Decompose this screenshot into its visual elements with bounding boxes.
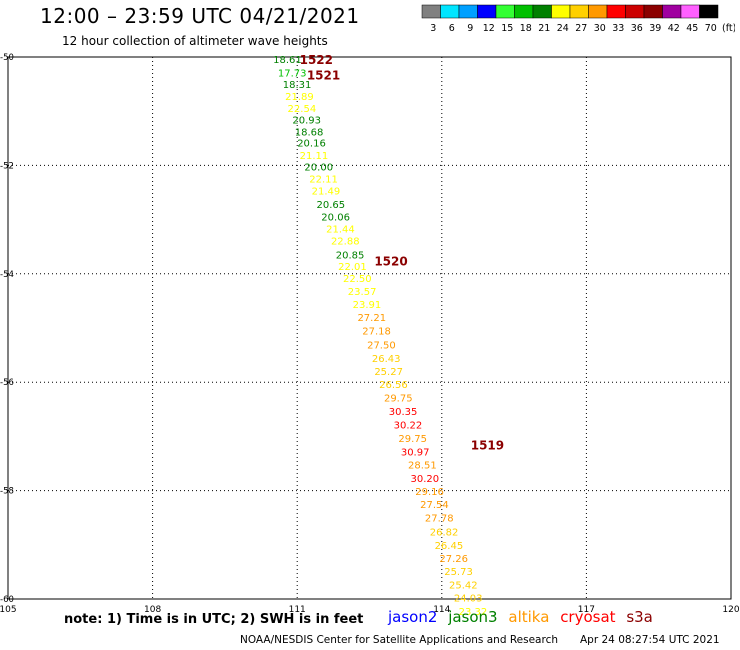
wave-height-label: 21.89 bbox=[285, 92, 314, 103]
wave-height-label: 26.43 bbox=[372, 354, 401, 365]
chart-title: 12:00 – 23:59 UTC 04/21/2021 bbox=[40, 4, 360, 28]
wave-height-label: 24.03 bbox=[454, 593, 483, 604]
wave-height-label: 17.73 bbox=[278, 69, 307, 80]
legend-altika: altika bbox=[508, 608, 550, 626]
x-tick-label: 105 bbox=[0, 605, 17, 615]
wave-height-label: 22.01 bbox=[338, 262, 367, 273]
legend-cryosat: cryosat bbox=[560, 608, 616, 626]
colorbar-tick-label: 45 bbox=[686, 23, 698, 34]
colorbar-tick-label: 21 bbox=[538, 23, 550, 34]
wave-height-label: 20.85 bbox=[336, 250, 365, 261]
wave-height-label: 18.68 bbox=[295, 127, 324, 138]
wave-height-label: 27.78 bbox=[425, 514, 454, 525]
colorbar-tick-label: 70 bbox=[705, 23, 717, 34]
y-tick-label: -58 bbox=[0, 487, 14, 497]
wave-height-label: 29.16 bbox=[415, 487, 444, 498]
credit-text: NOAA/NESDIS Center for Satellite Applica… bbox=[240, 634, 558, 646]
wave-height-label: 25.42 bbox=[449, 580, 478, 591]
wave-height-label: 26.56 bbox=[379, 380, 408, 391]
pass-time-label: 1521 bbox=[307, 68, 340, 82]
color-scale-legend: 3 6 9 12 15 18 21 24 27 30 33 36 39 42 45 70 (ft) bbox=[421, 4, 735, 34]
footnote: note: 1) Time is in UTC; 2) SWH is in fe… bbox=[64, 612, 364, 627]
wave-height-label: 20.16 bbox=[297, 139, 326, 150]
wave-height-label: 18.31 bbox=[283, 80, 312, 91]
x-tick-label: 114 bbox=[433, 605, 450, 615]
pass-time-label: 1520 bbox=[374, 254, 407, 268]
y-tick-label: -52 bbox=[0, 161, 14, 171]
chart-subtitle: 12 hour collection of altimeter wave hei… bbox=[62, 34, 328, 48]
wave-height-label: 30.35 bbox=[389, 407, 418, 418]
wave-height-label: 26.45 bbox=[435, 541, 464, 552]
wave-height-label: 27.54 bbox=[420, 500, 449, 511]
wave-height-label: 21.49 bbox=[312, 186, 341, 197]
wave-height-label: 22.54 bbox=[288, 104, 317, 115]
x-tick-label: 120 bbox=[722, 605, 739, 615]
wave-height-label: 20.65 bbox=[316, 200, 345, 211]
wave-height-label: 28.51 bbox=[408, 461, 437, 472]
colorbar-tick-label: 33 bbox=[612, 23, 624, 34]
wave-height-label: 26.82 bbox=[430, 527, 459, 538]
wave-height-label: 23.32 bbox=[459, 607, 488, 618]
y-tick-label: -54 bbox=[0, 270, 14, 280]
wave-height-label: 22.88 bbox=[331, 237, 360, 248]
colorbar-tick-label: 6 bbox=[449, 23, 455, 34]
x-tick-label: 117 bbox=[578, 605, 595, 615]
colorbar-tick-label: 9 bbox=[467, 23, 473, 34]
colorbar-swatch bbox=[699, 4, 719, 19]
pass-time-label: 1519 bbox=[471, 439, 504, 453]
x-tick-label: 108 bbox=[144, 605, 161, 615]
wave-height-label: 27.26 bbox=[439, 554, 468, 565]
legend-jason3: jason3 bbox=[448, 608, 498, 626]
colorbar-tick-label: 42 bbox=[668, 23, 680, 34]
y-tick-label: -60 bbox=[0, 595, 14, 605]
y-tick-label: -56 bbox=[0, 378, 14, 388]
wave-height-label: 29.75 bbox=[384, 393, 413, 404]
y-tick-label: -50 bbox=[0, 53, 14, 63]
wave-height-label: 23.91 bbox=[353, 300, 382, 311]
generated-timestamp: Apr 24 08:27:54 UTC 2021 bbox=[580, 634, 720, 646]
pass-time-label: 1522 bbox=[300, 53, 333, 67]
colorbar-tick-label: 3 bbox=[430, 23, 436, 34]
wave-height-label: 25.73 bbox=[444, 567, 473, 578]
colorbar-tick-label: 30 bbox=[594, 23, 606, 34]
colorbar-unit-label: (ft) bbox=[722, 23, 735, 34]
wave-height-label: 22.11 bbox=[309, 174, 338, 185]
colorbar-tick-label: 12 bbox=[483, 23, 495, 34]
wave-height-label: 18.61 bbox=[273, 55, 302, 66]
wave-height-label: 21.44 bbox=[326, 224, 355, 235]
x-tick-label: 111 bbox=[289, 605, 306, 615]
wave-height-label: 21.11 bbox=[300, 151, 329, 162]
wave-height-label: 20.06 bbox=[321, 212, 350, 223]
wave-height-label: 30.20 bbox=[410, 474, 439, 485]
wave-height-label: 23.57 bbox=[348, 287, 377, 298]
wave-height-label: 27.50 bbox=[367, 340, 396, 351]
wave-height-label: 27.18 bbox=[362, 327, 391, 338]
colorbar-tick-label: 18 bbox=[520, 23, 532, 34]
wave-height-label: 30.22 bbox=[394, 420, 423, 431]
wave-height-label: 27.21 bbox=[357, 313, 386, 324]
colorbar-tick-label: 15 bbox=[501, 23, 513, 34]
legend-jason2: jason2 bbox=[388, 608, 438, 626]
wave-height-label: 30.97 bbox=[401, 448, 430, 459]
legend-s3a: s3a bbox=[626, 608, 653, 626]
plot-frame bbox=[7, 56, 732, 600]
colorbar-tick-label: 39 bbox=[649, 23, 661, 34]
wave-height-label: 25.27 bbox=[374, 367, 403, 378]
colorbar-tick-label: 36 bbox=[631, 23, 643, 34]
colorbar-tick-label: 27 bbox=[575, 23, 587, 34]
colorbar-tick-label: 24 bbox=[557, 23, 569, 34]
wave-height-label: 20.93 bbox=[292, 115, 321, 126]
wave-height-label: 29.75 bbox=[398, 434, 427, 445]
wave-height-label: 22.50 bbox=[343, 274, 372, 285]
satellite-legend: jason2 jason3 altika cryosat s3a bbox=[388, 608, 659, 626]
wave-height-label: 20.00 bbox=[304, 162, 333, 173]
